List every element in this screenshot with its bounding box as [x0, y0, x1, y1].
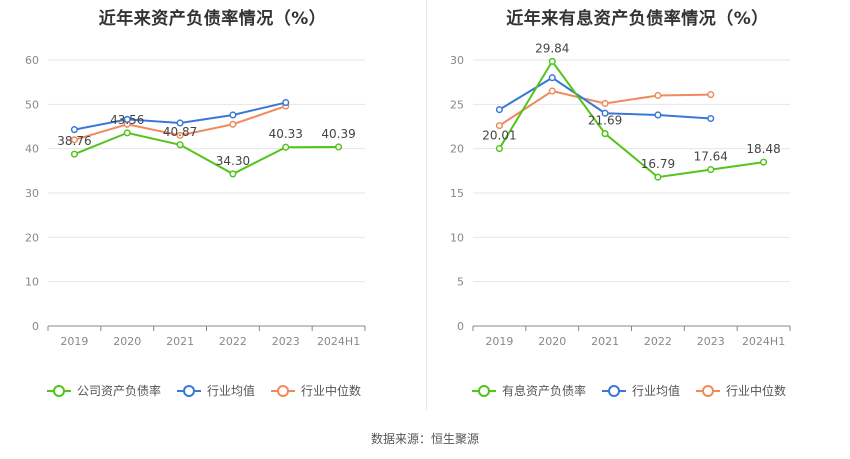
chart-right: 0 5 10 15 20 25 30 2019 2020 2021 2022 2023 2024H1 20… [450, 41, 791, 398]
y-tick-label: 5 [457, 276, 464, 289]
data-label: 43.56 [110, 113, 144, 127]
x-tick-label: 2023 [272, 335, 300, 348]
data-point [548, 87, 556, 95]
data-point [707, 91, 715, 99]
data-label: 38.76 [57, 134, 91, 148]
data-point [229, 111, 237, 119]
chart-title: 近年来资产负债率情况（%） [98, 9, 327, 29]
data-point [176, 141, 184, 149]
x-tick-label: 2024H1 [742, 335, 785, 348]
data-point [123, 129, 131, 137]
data-point [70, 136, 78, 144]
y-tick-label: 50 [25, 98, 39, 111]
legend-marker [183, 385, 195, 397]
data-point [282, 143, 290, 151]
source-note: 数据来源：恒生聚源 [370, 432, 479, 446]
legend-label: 公司资产负债率 [77, 383, 161, 398]
data-point [654, 111, 662, 119]
data-point [654, 173, 662, 181]
data-label: 34.30 [216, 154, 250, 168]
data-point [654, 91, 662, 100]
data-label: 29.84 [535, 41, 569, 55]
legend-label: 行业均值 [632, 383, 680, 398]
series-line [74, 131, 339, 176]
legend-label: 行业均值 [207, 383, 255, 398]
x-tick-label: 2021 [591, 335, 619, 348]
y-tick-label: 0 [32, 320, 39, 333]
legend-marker [608, 385, 620, 397]
x-tick-label: 2024H1 [317, 335, 360, 348]
y-tick-label: 20 [25, 231, 39, 244]
data-label: 17.64 [694, 150, 728, 164]
chart-panel-left: 近年来资产负债率情况（%） 0 10 20 30 40 50 60 2019 2020 2021 2… [0, 0, 425, 410]
data-point [335, 143, 343, 151]
data-label: 16.79 [641, 157, 675, 171]
series-line [498, 59, 764, 179]
data-point [123, 115, 131, 123]
data-point [601, 130, 609, 138]
data-label: 40.87 [163, 125, 197, 139]
chart-left: 0 10 20 30 40 50 60 2019 2020 2021 2022 2023 2024H1 3… [25, 54, 366, 398]
legend-marker [478, 385, 490, 397]
x-tick-label: 2019 [485, 335, 513, 348]
data-point [229, 170, 237, 178]
y-tick-label: 15 [450, 187, 464, 200]
x-tick-label: 2019 [60, 335, 88, 348]
y-tick-label: 20 [450, 143, 464, 156]
y-tick-label: 0 [457, 320, 464, 333]
x-tick-label: 2020 [113, 335, 141, 348]
legend-label: 有息资产负债率 [502, 383, 586, 398]
legend-marker [53, 385, 65, 397]
legend-marker [702, 385, 714, 397]
chart-panel-right: 近年来有息资产负债率情况（%） 0 5 10 15 20 25 30 2019 2020 2021… [425, 0, 850, 410]
data-label: 40.33 [269, 127, 303, 141]
data-point [548, 74, 556, 82]
data-point [707, 114, 715, 123]
data-point [601, 109, 609, 117]
chart-title: 近年来有息资产负债率情况（%） [506, 9, 769, 29]
data-point [176, 119, 184, 127]
x-tick-label: 2023 [697, 335, 725, 348]
x-tick-label: 2022 [644, 335, 672, 348]
data-label: 20.01 [482, 129, 516, 143]
y-tick-label: 30 [25, 187, 39, 200]
data-point [70, 126, 78, 134]
data-point [229, 120, 237, 128]
data-point [495, 145, 503, 153]
x-tick-label: 2020 [538, 335, 566, 348]
data-label: 21.69 [588, 114, 622, 128]
y-tick-label: 60 [25, 54, 39, 67]
data-point [282, 99, 290, 107]
y-tick-label: 30 [450, 54, 464, 67]
data-point [601, 99, 609, 107]
data-label: 40.39 [321, 127, 355, 141]
y-tick-label: 40 [25, 143, 39, 156]
data-point [176, 131, 184, 139]
y-tick-label: 10 [25, 276, 39, 289]
data-label: 18.48 [746, 142, 780, 156]
data-point [70, 150, 78, 158]
data-point [548, 57, 556, 65]
data-point [495, 106, 503, 114]
legend-marker [277, 385, 289, 397]
y-tick-label: 10 [450, 231, 464, 244]
legend-label: 行业中位数 [301, 383, 361, 398]
x-tick-label: 2021 [166, 335, 194, 348]
x-tick-label: 2022 [219, 335, 247, 348]
y-tick-label: 25 [450, 98, 464, 111]
data-point [707, 166, 715, 174]
panel-divider [426, 0, 427, 410]
data-point [495, 122, 503, 130]
data-point [760, 158, 768, 166]
legend-label: 行业中位数 [726, 383, 786, 398]
